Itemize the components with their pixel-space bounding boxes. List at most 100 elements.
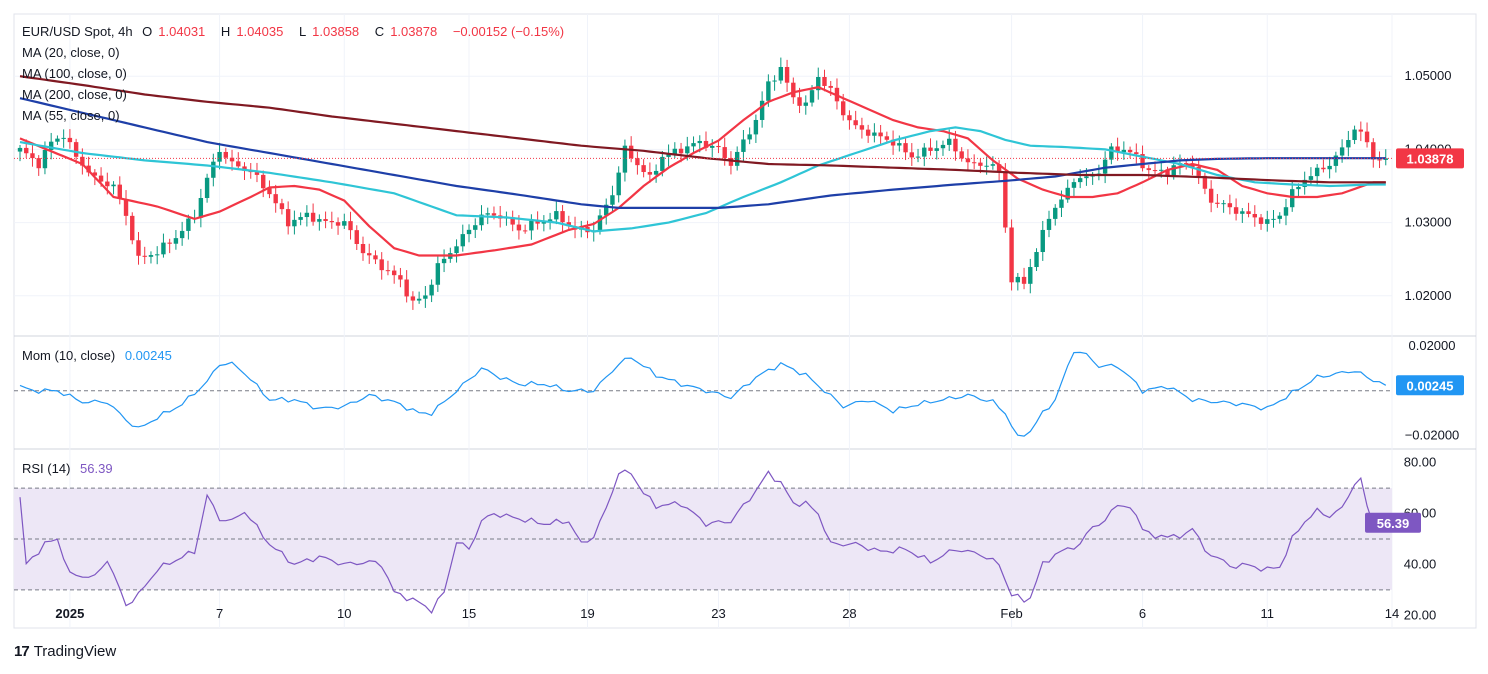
candle — [273, 194, 278, 204]
rsi-tick-label: 40.00 — [1404, 556, 1437, 571]
candle — [1084, 176, 1089, 179]
candle — [965, 158, 971, 163]
candle — [959, 151, 964, 159]
time-tick-label: 10 — [337, 606, 351, 621]
candle — [522, 230, 528, 232]
candle — [30, 153, 35, 159]
candle — [685, 146, 690, 154]
candle — [1009, 227, 1014, 283]
candle — [1358, 129, 1364, 132]
candle — [304, 212, 310, 218]
candle — [535, 220, 540, 224]
time-tick-label: 14 — [1385, 606, 1399, 621]
candle — [747, 134, 752, 140]
candle — [1146, 168, 1151, 171]
candle — [92, 172, 98, 176]
candle — [1165, 169, 1170, 176]
candle — [1028, 267, 1033, 284]
candle — [947, 138, 952, 145]
candle — [298, 217, 303, 220]
candle — [1364, 131, 1370, 143]
candle — [990, 164, 996, 166]
rsi-tick-label: 80.00 — [1404, 455, 1437, 470]
candle — [354, 230, 359, 244]
candle — [1152, 170, 1158, 172]
legend-momentum[interactable]: Mom (10, close) 0.00245 — [22, 348, 178, 363]
candle — [703, 140, 709, 148]
legend-rsi[interactable]: RSI (14) 56.39 — [22, 461, 119, 476]
candle — [1202, 175, 1208, 189]
candle — [404, 279, 409, 297]
candle — [1077, 178, 1083, 183]
candle — [940, 144, 946, 149]
candle — [1059, 199, 1064, 208]
mom-value-tag — [1396, 375, 1464, 396]
candle — [922, 147, 927, 157]
time-tick-label: 11 — [1261, 606, 1275, 621]
candle — [1184, 163, 1189, 165]
ohlc-legend: EUR/USD Spot, 4h O 1.04031 H 1.04035 L 1.03… — [22, 24, 565, 39]
symbol-label[interactable]: EUR/USD Spot, 4h — [22, 24, 133, 39]
tradingview-logo[interactable]: 17 TradingView — [14, 643, 116, 660]
candle — [473, 225, 478, 230]
candle — [279, 203, 285, 210]
rsi-value-tag — [1365, 512, 1421, 533]
high-value: 1.04035 — [236, 24, 284, 39]
candle — [1071, 182, 1077, 188]
candle — [479, 214, 484, 226]
candle — [791, 82, 796, 98]
candle — [329, 221, 335, 223]
candle — [928, 147, 933, 151]
candle — [48, 141, 54, 150]
candle — [772, 80, 777, 82]
candle — [1221, 203, 1226, 205]
candle — [136, 240, 141, 256]
candle — [560, 211, 565, 223]
rsi-tag-label: 56.39 — [1377, 516, 1410, 531]
candle — [310, 212, 316, 222]
legend-ma200[interactable]: MA (200, close, 0) — [22, 87, 127, 102]
candle — [1196, 167, 1201, 176]
candle — [934, 148, 939, 151]
candle — [554, 211, 559, 220]
candle — [641, 165, 646, 173]
candle — [1159, 169, 1164, 171]
candle — [853, 120, 858, 126]
candle — [148, 255, 154, 257]
mom-tick-label: 0.02000 — [1409, 338, 1456, 353]
legend-ma55[interactable]: MA (55, close, 0) — [22, 108, 120, 123]
candle — [1021, 276, 1027, 284]
candle — [1171, 165, 1176, 176]
candle — [385, 270, 391, 272]
candle — [186, 218, 191, 231]
candle — [909, 152, 914, 158]
candle — [653, 170, 659, 175]
time-tick-label: 28 — [842, 606, 856, 621]
candle — [610, 195, 615, 205]
candle — [784, 66, 790, 83]
candle — [441, 258, 447, 264]
candle — [666, 153, 671, 157]
candle — [460, 234, 465, 247]
candle — [342, 221, 347, 226]
candle — [1190, 164, 1195, 168]
candle — [797, 97, 802, 106]
candle — [42, 149, 48, 169]
rsi-value: 56.39 — [80, 461, 113, 476]
candle — [697, 140, 702, 144]
momentum-line — [19, 351, 1387, 437]
candle — [1246, 211, 1251, 214]
ma100-line — [19, 97, 1386, 209]
brand-name: TradingView — [33, 643, 117, 660]
candle — [778, 66, 784, 81]
rsi-label: RSI (14) — [22, 461, 71, 476]
rsi-line — [19, 469, 1387, 614]
candle — [1046, 218, 1052, 230]
candle — [335, 222, 341, 226]
legend-ma100[interactable]: MA (100, close, 0) — [22, 66, 127, 81]
time-tick-label: 19 — [580, 606, 594, 621]
legend-ma20[interactable]: MA (20, close, 0) — [22, 45, 120, 60]
candle — [1265, 219, 1270, 224]
last-price-tag — [1396, 148, 1464, 169]
